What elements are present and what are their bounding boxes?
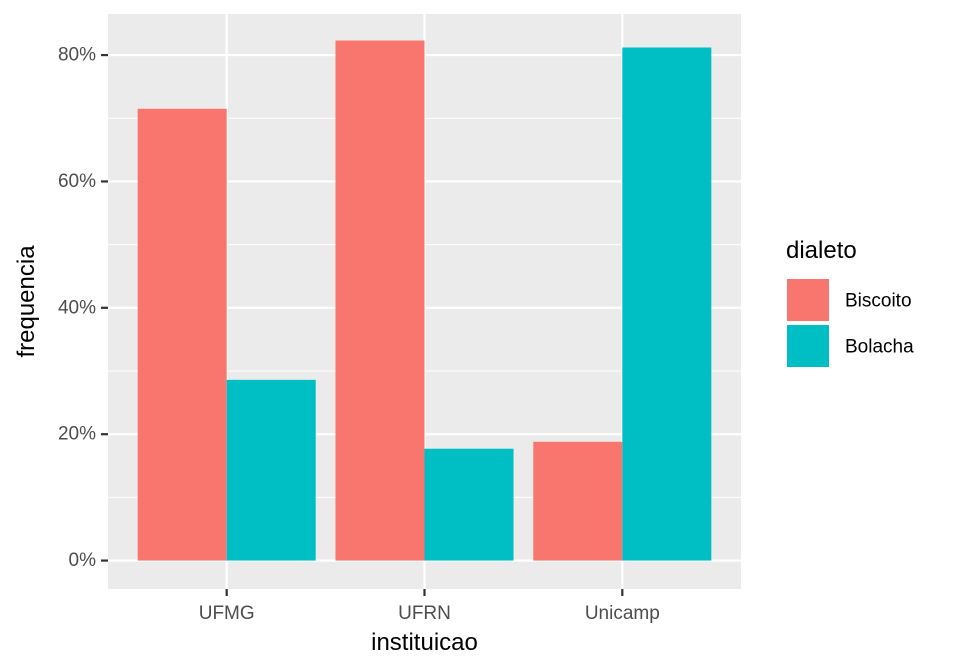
y-tick-label: 60% <box>58 171 96 192</box>
legend-label-bolacha: Bolacha <box>845 337 914 358</box>
y-tick-label: 80% <box>58 45 96 66</box>
x-tick-label: UFRN <box>398 603 451 624</box>
legend-label-biscoito: Biscoito <box>845 291 912 312</box>
y-tick-label: 20% <box>58 424 96 445</box>
bars <box>137 40 712 561</box>
bar-biscoito-ufmg <box>137 108 227 561</box>
x-axis-title: instituicao <box>371 629 478 656</box>
bar-biscoito-unicamp <box>533 441 623 561</box>
x-tick-label: Unicamp <box>585 603 660 624</box>
legend-title: dialeto <box>786 237 857 264</box>
legend: dialeto Biscoito Bolacha <box>786 237 914 367</box>
bar-biscoito-ufrn <box>335 40 425 561</box>
y-axis-title: frequencia <box>13 245 40 358</box>
bar-bolacha-ufmg <box>226 379 316 561</box>
x-axis: UFMG UFRN Unicamp <box>199 589 660 624</box>
x-tick-label: UFMG <box>199 603 255 624</box>
bar-bolacha-unicamp <box>622 47 712 561</box>
bar-bolacha-ufrn <box>424 448 514 561</box>
y-tick-label: 0% <box>69 550 97 571</box>
legend-key-bolacha <box>787 325 829 367</box>
legend-key-biscoito <box>787 279 829 321</box>
y-tick-label: 40% <box>58 297 96 318</box>
y-axis: 0% 20% 40% 60% 80% <box>58 45 108 571</box>
